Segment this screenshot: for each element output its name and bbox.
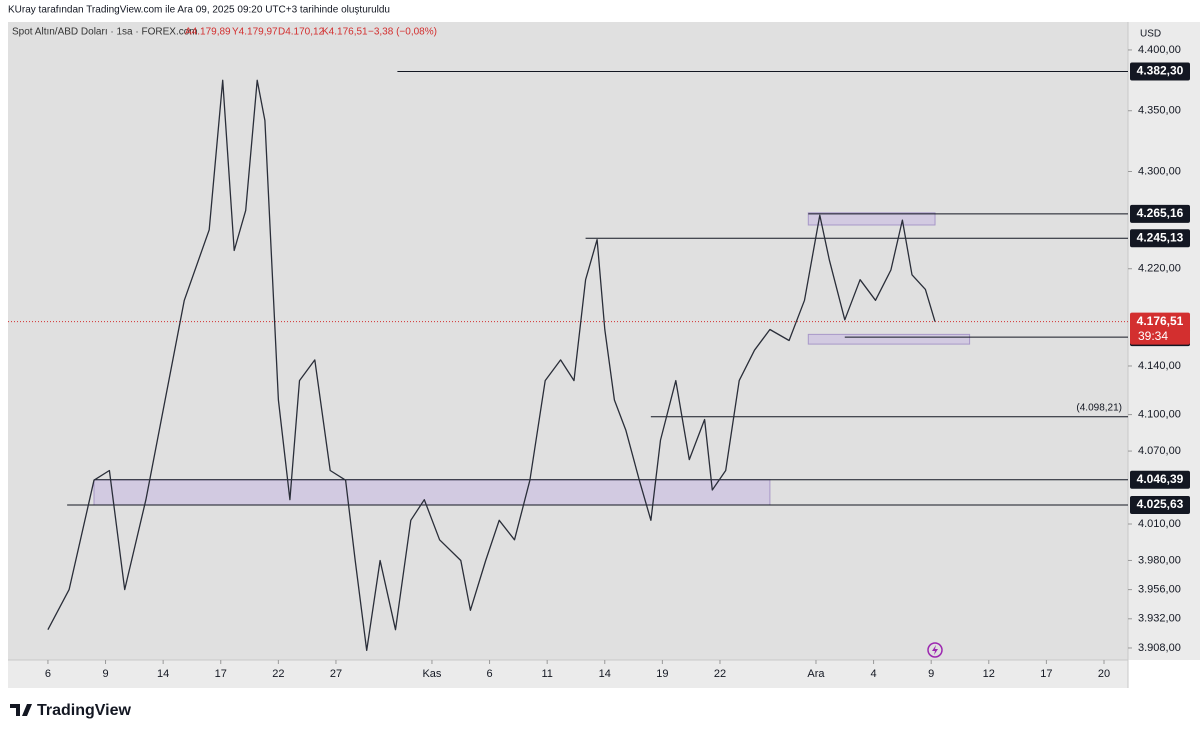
level-label-box — [1130, 470, 1190, 489]
y-tick-label: 3.956,00 — [1138, 584, 1181, 596]
price-line — [47, 79, 936, 652]
x-tick-label: 27 — [330, 668, 342, 680]
level-label: (4.098,21) — [1076, 402, 1122, 413]
x-tick-label: 17 — [1040, 668, 1052, 680]
x-tick-label: 9 — [928, 668, 934, 680]
y-tick-label: 4.010,00 — [1138, 518, 1181, 530]
x-tick-label: 6 — [45, 668, 51, 680]
y-tick-label: 4.100,00 — [1138, 409, 1181, 421]
countdown: 39:34 — [1138, 329, 1168, 343]
time-axis — [8, 660, 1128, 688]
event-icon — [927, 642, 943, 658]
brand-name: TradingView — [37, 702, 132, 719]
level-label: 4.025,63 — [1137, 497, 1184, 511]
y-tick-label: 4.350,00 — [1138, 105, 1181, 117]
brand-logo: TradingView — [10, 702, 132, 719]
x-tick-label: 22 — [272, 668, 284, 680]
legend: Spot Altın/ABD Doları · 1sa · FOREX.com … — [12, 27, 437, 38]
price-zone — [93, 479, 771, 506]
y-tick-label: 3.980,00 — [1138, 554, 1181, 566]
level-label-box — [1130, 495, 1190, 514]
x-tick-label: 12 — [983, 668, 995, 680]
x-tick-label: 22 — [714, 668, 726, 680]
price-zone — [807, 212, 936, 226]
y-tick-label: 4.400,00 — [1138, 44, 1181, 56]
ohlc-high: Y4.179,97 — [232, 27, 278, 38]
y-tick-label: 4.140,00 — [1138, 360, 1181, 372]
y-tick-label: 4.220,00 — [1138, 263, 1181, 275]
current-price-label: 4.176,51 — [1137, 314, 1184, 328]
x-tick-label: 4 — [871, 668, 877, 680]
header: KUray tarafından TradingView.com ile Ara… — [8, 5, 390, 16]
level-label-box — [1130, 204, 1190, 223]
y-tick-label: 3.908,00 — [1138, 642, 1181, 654]
x-tick-label: 14 — [599, 668, 611, 680]
price-zone — [807, 333, 971, 345]
change: −3,38 (−0,08%) — [368, 27, 437, 38]
ohlc-open: A4.179,89 — [185, 27, 231, 38]
series-name: Spot Altın/ABD Doları · 1sa · FOREX.com — [12, 27, 198, 38]
y-tick-label: 3.932,00 — [1138, 613, 1181, 625]
x-tick-label: 20 — [1098, 668, 1110, 680]
level-label: 4.265,16 — [1137, 206, 1184, 220]
y-tick-label: 4.300,00 — [1138, 165, 1181, 177]
x-tick-label: 6 — [487, 668, 493, 680]
current-price-box — [1130, 312, 1190, 345]
ohlc-close: K4.176,51 — [322, 27, 368, 38]
level-label: 4.245,13 — [1137, 230, 1184, 244]
currency: USD — [1140, 29, 1161, 40]
x-tick-label: 19 — [656, 668, 668, 680]
event-icon-bolt — [932, 645, 938, 655]
x-tick-label: Ara — [807, 668, 825, 680]
x-tick-label: 17 — [215, 668, 227, 680]
ohlc-low: D4.170,12 — [278, 27, 325, 38]
logo-mark — [10, 704, 32, 716]
level-label-box — [1130, 62, 1190, 81]
x-tick-label: 11 — [541, 668, 552, 680]
x-tick-label: 9 — [102, 668, 108, 680]
x-tick-label: Kas — [422, 668, 441, 680]
level-label: 4.382,30 — [1137, 64, 1184, 78]
level-label-box — [1130, 229, 1190, 248]
level-label: 4.046,39 — [1137, 472, 1184, 486]
x-tick-label: 14 — [157, 668, 169, 680]
y-tick-label: 4.070,00 — [1138, 445, 1181, 457]
